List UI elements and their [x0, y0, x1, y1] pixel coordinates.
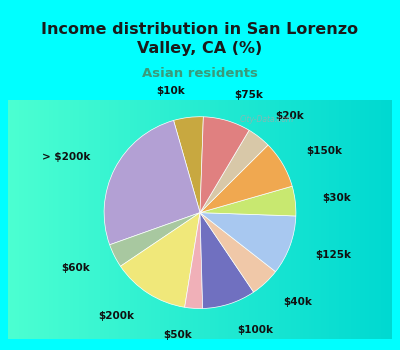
Text: $40k: $40k: [284, 298, 312, 307]
Text: City-Data.com: City-Data.com: [240, 114, 294, 124]
Text: $20k: $20k: [276, 111, 304, 121]
Wedge shape: [200, 212, 254, 308]
Wedge shape: [104, 120, 200, 245]
Text: $30k: $30k: [322, 193, 350, 203]
Text: $150k: $150k: [306, 146, 342, 155]
Wedge shape: [110, 212, 200, 266]
Text: > $200k: > $200k: [42, 152, 91, 161]
Wedge shape: [174, 117, 203, 212]
Wedge shape: [200, 130, 268, 212]
Text: $50k: $50k: [163, 330, 192, 340]
Wedge shape: [120, 212, 200, 307]
Text: $100k: $100k: [238, 324, 274, 335]
Text: $60k: $60k: [62, 263, 90, 273]
Wedge shape: [200, 117, 249, 212]
Wedge shape: [200, 186, 296, 216]
Wedge shape: [200, 212, 276, 292]
Text: Asian residents: Asian residents: [142, 67, 258, 80]
Text: $75k: $75k: [235, 90, 264, 100]
Text: $10k: $10k: [156, 86, 185, 96]
Wedge shape: [200, 212, 296, 272]
Text: $125k: $125k: [315, 250, 351, 260]
Wedge shape: [185, 212, 203, 309]
Text: Income distribution in San Lorenzo
Valley, CA (%): Income distribution in San Lorenzo Valle…: [42, 22, 358, 56]
Wedge shape: [200, 145, 292, 212]
Text: $200k: $200k: [98, 311, 134, 321]
